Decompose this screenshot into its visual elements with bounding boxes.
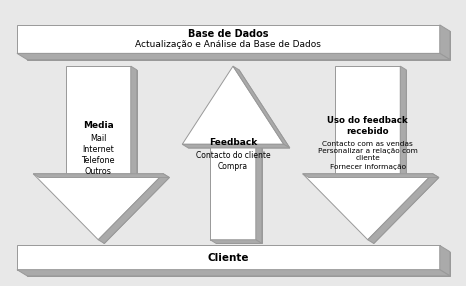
Polygon shape <box>17 53 450 59</box>
Text: Media: Media <box>83 122 114 130</box>
Text: Uso do feedback
recebido: Uso do feedback recebido <box>327 116 408 136</box>
Polygon shape <box>440 245 450 276</box>
Polygon shape <box>210 144 256 240</box>
Text: Internet: Internet <box>82 145 114 154</box>
Polygon shape <box>303 174 439 178</box>
Polygon shape <box>17 25 440 53</box>
Polygon shape <box>216 148 262 243</box>
Polygon shape <box>131 66 137 178</box>
Polygon shape <box>27 252 450 276</box>
Polygon shape <box>400 66 406 178</box>
Text: Contacto com as vendas: Contacto com as vendas <box>322 141 413 147</box>
Polygon shape <box>182 66 284 144</box>
Text: Mail: Mail <box>90 134 106 143</box>
Text: Personalizar a relação com
cliente: Personalizar a relação com cliente <box>318 148 418 161</box>
Text: Outros: Outros <box>85 167 112 176</box>
Polygon shape <box>33 174 169 178</box>
Text: Actualização e Análise da Base de Dados: Actualização e Análise da Base de Dados <box>136 40 321 49</box>
Polygon shape <box>440 25 450 59</box>
Polygon shape <box>27 31 450 59</box>
Polygon shape <box>17 245 440 270</box>
Text: Compra: Compra <box>218 162 248 171</box>
Polygon shape <box>98 174 169 243</box>
Polygon shape <box>309 178 439 243</box>
Polygon shape <box>33 174 163 240</box>
Polygon shape <box>182 144 290 148</box>
Text: Fornecer informação: Fornecer informação <box>329 164 406 170</box>
Polygon shape <box>188 70 290 148</box>
Text: Contacto do cliente: Contacto do cliente <box>196 151 270 160</box>
Polygon shape <box>303 174 433 240</box>
Polygon shape <box>335 66 400 174</box>
Text: Telefone: Telefone <box>82 156 115 165</box>
Polygon shape <box>17 270 450 276</box>
Polygon shape <box>210 240 262 243</box>
Polygon shape <box>66 66 131 174</box>
Text: Cliente: Cliente <box>208 253 249 263</box>
Polygon shape <box>72 70 137 178</box>
Polygon shape <box>39 178 169 243</box>
Polygon shape <box>368 174 439 243</box>
Text: Feedback: Feedback <box>209 138 257 148</box>
Polygon shape <box>233 66 290 148</box>
Polygon shape <box>341 70 406 178</box>
Text: Base de Dados: Base de Dados <box>188 29 268 39</box>
Polygon shape <box>256 144 262 243</box>
